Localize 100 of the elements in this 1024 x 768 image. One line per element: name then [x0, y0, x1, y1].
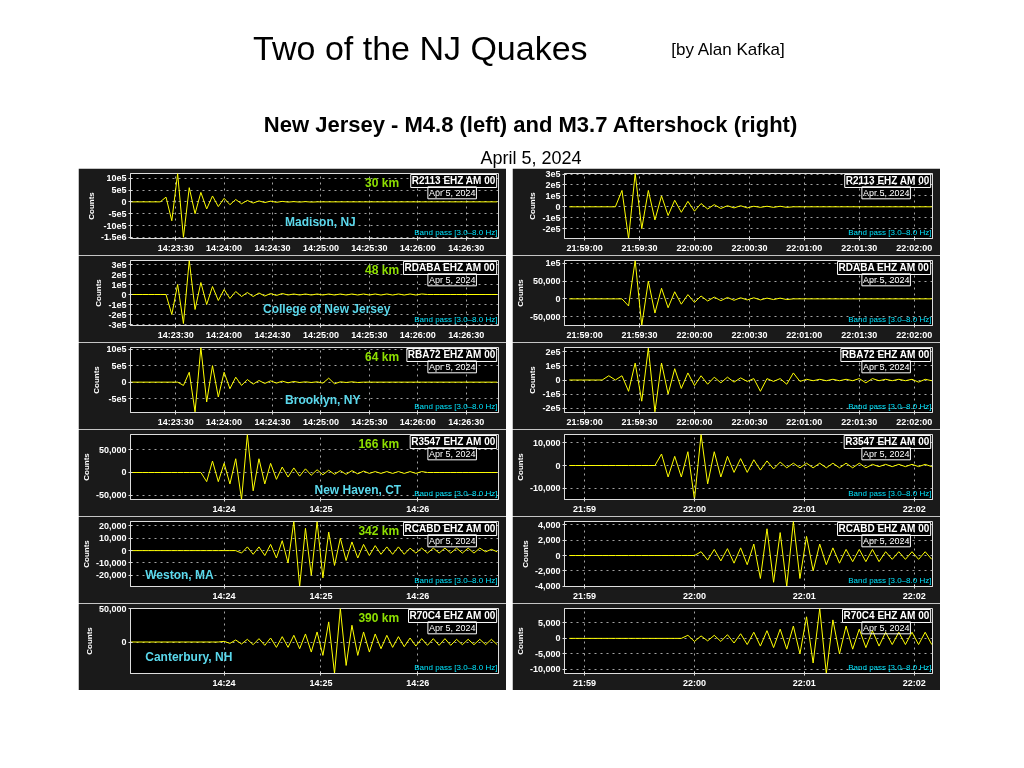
y-tick-label: -5e5 [108, 393, 127, 404]
x-tick-label: 21:59 [573, 677, 597, 688]
y-axis-title: Counts [520, 539, 530, 568]
annotation: 166 km [358, 437, 400, 452]
y-tick-label: -10,000 [529, 664, 561, 675]
x-tick-label: 14:25:00 [302, 242, 339, 253]
annotation: Band pass [3.0–8.0 Hz] [848, 576, 932, 586]
y-tick-label: 1e5 [545, 258, 561, 269]
x-tick-label: 22:02:00 [896, 329, 933, 340]
x-tick-label: 14:24 [212, 677, 236, 688]
annotation: Brooklyn, NY [285, 392, 361, 407]
y-tick-label: 1e5 [111, 279, 127, 290]
chart-title: RCABD EHZ AM 00 [838, 523, 930, 535]
annotation: 48 km [365, 263, 400, 278]
y-tick-label: 1e5 [545, 360, 561, 371]
x-tick-label: 14:24:00 [206, 242, 243, 253]
x-tick-label: 14:24:30 [254, 329, 291, 340]
x-tick-label: 22:00:30 [731, 242, 768, 253]
x-tick-label: 21:59:30 [621, 416, 658, 427]
x-tick-label: 22:01:30 [841, 416, 878, 427]
text: Apr 5, 2024 [862, 361, 910, 372]
x-tick-label: 14:23:30 [157, 329, 194, 340]
x-tick-label: 22:00:00 [676, 416, 713, 427]
y-axis-title: Counts [86, 191, 96, 220]
y-axis-title: Counts [81, 539, 91, 568]
y-tick-label: 0 [555, 550, 561, 561]
x-tick-label: 21:59:30 [621, 329, 658, 340]
annotation: Band pass [3.0–8.0 Hz] [414, 315, 498, 325]
y-tick-label: 2e5 [545, 179, 561, 190]
text: Apr 5, 2024 [428, 448, 476, 459]
annotation: Band pass [3.0–8.0 Hz] [848, 402, 932, 412]
y-tick-label: -3e5 [108, 319, 127, 330]
x-tick-label: 14:24:30 [254, 242, 291, 253]
annotation: 30 km [365, 176, 400, 191]
y-tick-label: -50,000 [95, 490, 127, 501]
x-tick-label: 14:24 [212, 503, 236, 514]
line-series [568, 173, 933, 239]
chart-title: R2113 EHZ AM 00 [411, 175, 496, 187]
y-tick-label: -4,000 [534, 581, 561, 592]
x-tick-label: 22:00:00 [676, 242, 713, 253]
annotation: 64 km [365, 350, 400, 365]
y-tick-label: 20,000 [98, 520, 127, 531]
x-tick-label: 14:25 [309, 590, 333, 601]
x-tick-label: 14:25:00 [302, 416, 339, 427]
x-tick-label: 14:24:00 [206, 329, 243, 340]
x-tick-label: 14:26:00 [399, 242, 436, 253]
x-tick-label: 22:01 [792, 503, 816, 514]
y-tick-label: 3e5 [111, 259, 127, 270]
chart-title: R3547 EHZ AM 00 [845, 436, 930, 448]
y-tick-label: 0 [555, 633, 561, 644]
text: Apr 5, 2024 [862, 535, 910, 546]
line-series [130, 347, 498, 413]
y-tick-label: 50,000 [532, 276, 561, 287]
annotation: Band pass [3.0–8.0 Hz] [414, 402, 498, 412]
y-tick-label: -50,000 [529, 311, 561, 322]
x-tick-label: 22:00 [682, 677, 707, 688]
x-tick-label: 22:01:00 [786, 329, 823, 340]
x-tick-label: 14:26:30 [448, 242, 485, 253]
text: New Jersey - M4.8 (left) and M3.7 Aftershock (right) [263, 112, 798, 138]
chart-title: R70C4 EHZ AM 00 [843, 610, 930, 622]
chart-title: RCABD EHZ AM 00 [404, 523, 496, 535]
annotation: Band pass [3.0–8.0 Hz] [414, 489, 498, 499]
y-tick-label: -5e5 [108, 208, 127, 219]
x-tick-label: 22:02 [902, 503, 926, 514]
annotation: Band pass [3.0–8.0 Hz] [848, 489, 932, 499]
y-tick-label: 50,000 [98, 444, 127, 455]
x-tick-label: 22:02:00 [896, 416, 933, 427]
y-axis-title: Counts [92, 365, 102, 394]
y-tick-label: 10e5 [106, 173, 127, 184]
x-tick-label: 14:25 [309, 677, 333, 688]
x-tick-label: 14:23:30 [157, 416, 194, 427]
y-axis-title: Counts [528, 191, 538, 220]
annotation: Canterbury, NH [145, 650, 233, 665]
y-tick-label: 5,000 [537, 617, 561, 628]
x-tick-label: 22:02 [902, 677, 926, 688]
x-tick-label: 22:01 [792, 590, 816, 601]
y-tick-label: 1e5 [545, 190, 561, 201]
x-tick-label: 22:01:30 [841, 242, 878, 253]
annotation: New Haven, CT [314, 482, 402, 497]
x-tick-label: 14:25 [309, 503, 333, 514]
x-tick-label: 14:24:30 [254, 416, 291, 427]
text: Apr 5, 2024 [862, 622, 910, 633]
annotation: Band pass [3.0–8.0 Hz] [848, 315, 932, 325]
text: Two of the NJ Quakes [253, 28, 588, 67]
chart-title: RBA72 EHZ AM 00 [407, 349, 496, 361]
x-tick-label: 14:26 [406, 590, 430, 601]
y-axis-title: Counts [84, 626, 94, 655]
y-tick-label: 0 [555, 460, 561, 471]
text: [by Alan Kafka] [671, 39, 785, 59]
y-tick-label: 10,000 [98, 533, 127, 544]
x-tick-label: 22:02:00 [896, 242, 933, 253]
y-tick-label: -2e5 [542, 223, 561, 234]
y-tick-label: 0 [555, 201, 561, 212]
annotation: Band pass [3.0–8.0 Hz] [414, 576, 498, 586]
annotation: Band pass [3.0–8.0 Hz] [414, 228, 498, 238]
line-series [130, 521, 498, 587]
x-tick-label: 22:00 [682, 503, 707, 514]
y-axis-title: Counts [515, 278, 525, 307]
y-tick-label: -2e5 [542, 403, 561, 414]
x-tick-label: 21:59:30 [621, 242, 658, 253]
